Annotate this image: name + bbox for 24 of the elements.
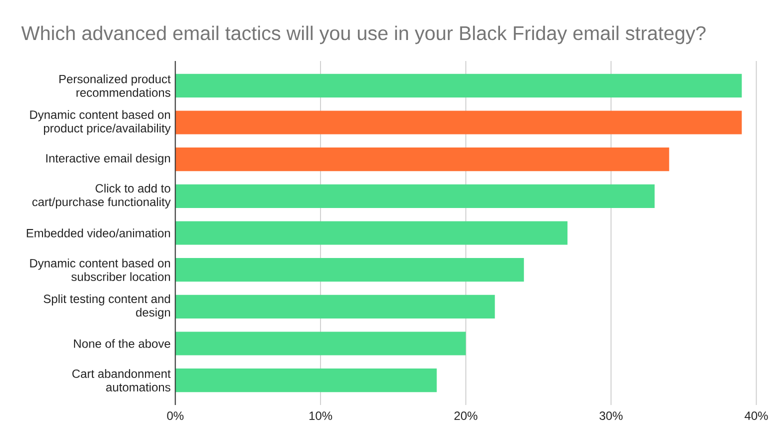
chart-title: Which advanced email tactics will you use in your Black Friday email strategy? (21, 26, 706, 44)
y-tick-label: Cart abandonment automations (72, 369, 171, 392)
y-tick-label: Interactive email design (46, 154, 170, 165)
bar (175, 368, 437, 392)
y-tick-label: Split testing content and design (44, 294, 170, 320)
bar (175, 184, 655, 208)
x-tick-label: 40% (744, 412, 768, 420)
x-tick-label: 0% (167, 412, 184, 420)
y-tick-label: Dynamic content based on subscriber location (30, 258, 170, 281)
bar (175, 294, 495, 318)
x-tick-label: 30% (600, 412, 623, 420)
y-tick-label: None of the above (74, 339, 170, 348)
bar (175, 221, 568, 245)
y-tick-label: Dynamic content based on product price/availability (30, 110, 171, 135)
y-tick-label: Click to add to cart/purchase functionality (32, 184, 171, 209)
bar (175, 110, 742, 134)
x-tick-label: 10% (309, 412, 332, 420)
y-tick-label: Embedded video/animation (26, 228, 170, 238)
bar (175, 74, 742, 98)
bar (175, 258, 524, 282)
bar (175, 148, 670, 172)
x-tick-label: 20% (454, 412, 478, 420)
bar (175, 332, 466, 356)
y-tick-label: Personalized product recommendations (59, 74, 171, 97)
